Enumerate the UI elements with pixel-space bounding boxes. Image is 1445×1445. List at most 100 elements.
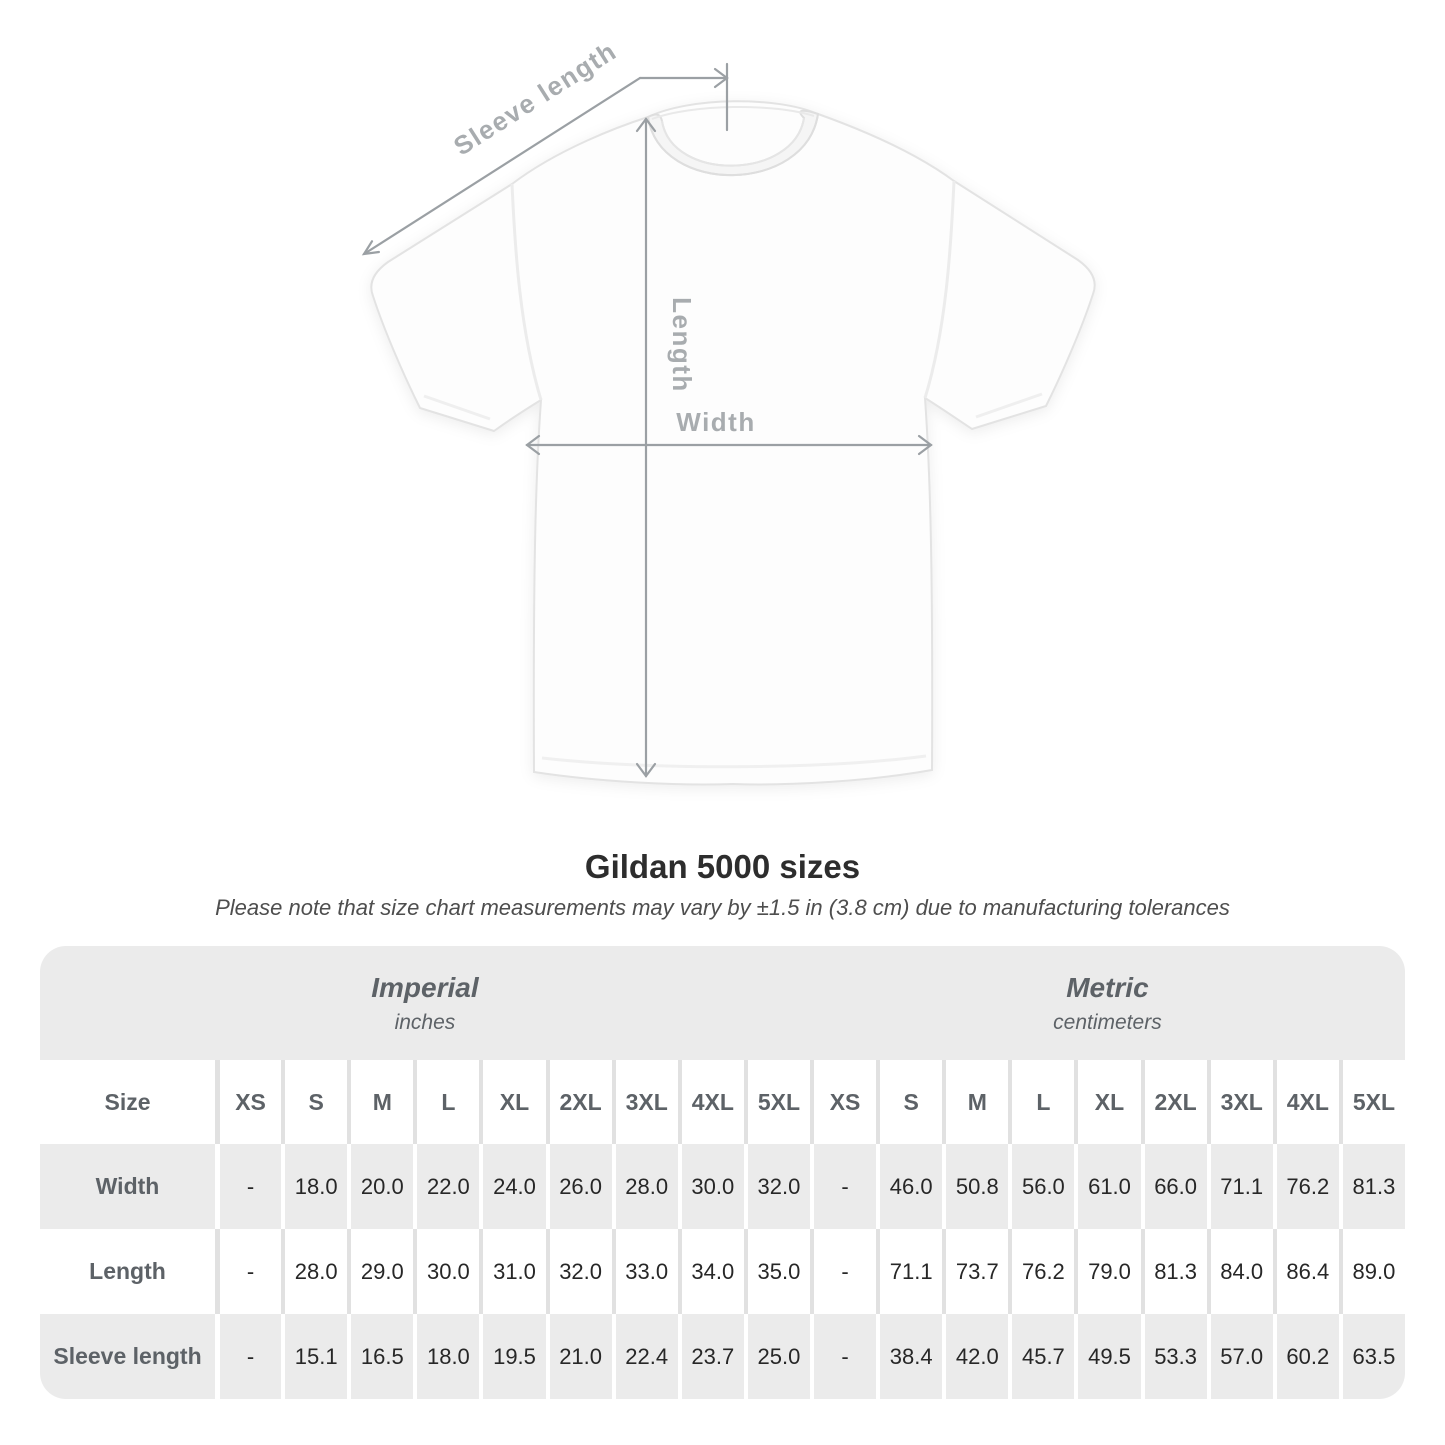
value-cell: 46.0 (876, 1144, 942, 1229)
size-header-imperial-5xl: 5XL (743, 1060, 810, 1144)
value-cell: 38.4 (876, 1314, 942, 1399)
size-header-imperial-xs: XS (215, 1060, 281, 1144)
size-header-metric-s: S (876, 1060, 942, 1144)
value-cell: 24.0 (479, 1144, 545, 1229)
size-header-imperial-4xl: 4XL (677, 1060, 744, 1144)
table-row: Width -18.0 20.0 22.0 24.0 26.0 28.0 30.0 32.0-4… (40, 1144, 1405, 1229)
value-cell: 50.8 (942, 1144, 1008, 1229)
measurement-arrows (361, 62, 933, 778)
size-header-metric-4xl: 4XL (1272, 1060, 1339, 1144)
value-cell: 18.0 (413, 1314, 479, 1399)
value-cell: - (215, 1314, 281, 1399)
size-header-metric-l: L (1008, 1060, 1074, 1144)
value-cell: 86.4 (1272, 1229, 1339, 1314)
value-cell: 26.0 (545, 1144, 612, 1229)
size-header-metric-xs: XS (810, 1060, 876, 1144)
value-cell: 25.0 (743, 1314, 810, 1399)
value-cell: 45.7 (1008, 1314, 1074, 1399)
row-label: Length (89, 1258, 166, 1284)
row-label: Width (95, 1173, 160, 1199)
value-cell: 71.1 (1206, 1144, 1273, 1229)
size-header-imperial-s: S (281, 1060, 347, 1144)
value-cell: 73.7 (942, 1229, 1008, 1314)
size-table: Imperial inches Metric centimeters Size … (40, 946, 1405, 1399)
value-cell: 31.0 (479, 1229, 545, 1314)
unit-group-band: Imperial inches Metric centimeters (40, 946, 1405, 1060)
value-cell: 28.0 (611, 1144, 678, 1229)
metric-group-header: Metric centimeters (810, 946, 1405, 1060)
value-cell: - (215, 1144, 281, 1229)
value-cell: 32.0 (743, 1144, 810, 1229)
length-arrow (635, 117, 657, 778)
table-row: Length -28.0 29.0 30.0 31.0 32.0 33.0 34.0 35.0-… (40, 1229, 1405, 1314)
row-label: Sleeve length (53, 1343, 202, 1369)
heading-block: Gildan 5000 sizes Please note that size … (0, 848, 1445, 921)
value-cell: 18.0 (281, 1144, 347, 1229)
size-header-metric-3xl: 3XL (1206, 1060, 1273, 1144)
size-header-metric-2xl: 2XL (1140, 1060, 1207, 1144)
value-cell: 32.0 (545, 1229, 612, 1314)
size-header-imperial-m: M (347, 1060, 413, 1144)
table-body: Width -18.0 20.0 22.0 24.0 26.0 28.0 30.0 32.0-4… (40, 1144, 1405, 1399)
value-cell: 84.0 (1206, 1229, 1273, 1314)
value-cell: 33.0 (611, 1229, 678, 1314)
value-cell: 29.0 (347, 1229, 413, 1314)
page-subtitle: Please note that size chart measurements… (215, 895, 1230, 920)
page-title: Gildan 5000 sizes (584, 848, 861, 885)
value-cell: 76.2 (1272, 1144, 1339, 1229)
value-cell: 42.0 (942, 1314, 1008, 1399)
value-cell: 15.1 (281, 1314, 347, 1399)
value-cell: - (810, 1144, 876, 1229)
value-cell: 16.5 (347, 1314, 413, 1399)
value-cell: 22.0 (413, 1144, 479, 1229)
value-cell: 81.3 (1338, 1144, 1405, 1229)
value-cell: 23.7 (677, 1314, 744, 1399)
value-cell: 30.0 (413, 1229, 479, 1314)
value-cell: 28.0 (281, 1229, 347, 1314)
size-header-metric-xl: XL (1074, 1060, 1140, 1144)
table-row: Sleeve length -15.1 16.5 18.0 19.5 21.0 22.4 23… (40, 1314, 1405, 1399)
value-cell: - (810, 1314, 876, 1399)
value-cell: 61.0 (1074, 1144, 1140, 1229)
value-cell: 57.0 (1206, 1314, 1273, 1399)
length-diagram-label: Length (667, 297, 697, 393)
value-cell: 60.2 (1272, 1314, 1339, 1399)
value-cell: 81.3 (1140, 1229, 1207, 1314)
size-column-header: Size (104, 1088, 151, 1115)
size-header-imperial-3xl: 3XL (611, 1060, 678, 1144)
value-cell: 71.1 (876, 1229, 942, 1314)
size-header-imperial-2xl: 2XL (545, 1060, 612, 1144)
sleeve-length-arrow (361, 62, 729, 256)
value-cell: 56.0 (1008, 1144, 1074, 1229)
size-header-imperial-l: L (413, 1060, 479, 1144)
tshirt-graphic (370, 100, 1096, 786)
value-cell: 66.0 (1140, 1144, 1207, 1229)
imperial-group-header: Imperial inches (40, 946, 810, 1060)
value-cell: 79.0 (1074, 1229, 1140, 1314)
width-arrow (525, 434, 933, 456)
imperial-group-unit: inches (394, 1010, 456, 1034)
size-header-imperial-xl: XL (479, 1060, 545, 1144)
size-header-metric-m: M (942, 1060, 1008, 1144)
size-header-metric-5xl: 5XL (1338, 1060, 1405, 1144)
imperial-group-name: Imperial (371, 971, 479, 1003)
value-cell: 76.2 (1008, 1229, 1074, 1314)
metric-group-unit: centimeters (1053, 1010, 1162, 1034)
metric-group-name: Metric (1066, 971, 1149, 1003)
table-header-row: Size XS S M L XL 2XL 3XL 4XL 5XL XS S M L XL 2XL 3XL 4XL… (40, 1060, 1405, 1144)
value-cell: 20.0 (347, 1144, 413, 1229)
value-cell: 30.0 (677, 1144, 744, 1229)
value-cell: - (810, 1229, 876, 1314)
value-cell: - (215, 1229, 281, 1314)
tshirt-diagram-svg: Sleeve length Length Width (361, 35, 1096, 786)
value-cell: 34.0 (677, 1229, 744, 1314)
value-cell: 19.5 (479, 1314, 545, 1399)
width-diagram-label: Width (676, 407, 755, 437)
value-cell: 22.4 (611, 1314, 678, 1399)
value-cell: 63.5 (1338, 1314, 1405, 1399)
value-cell: 53.3 (1140, 1314, 1207, 1399)
value-cell: 21.0 (545, 1314, 612, 1399)
tshirt-measurement-diagram: Sleeve length Length Width (361, 35, 1096, 786)
value-cell: 49.5 (1074, 1314, 1140, 1399)
